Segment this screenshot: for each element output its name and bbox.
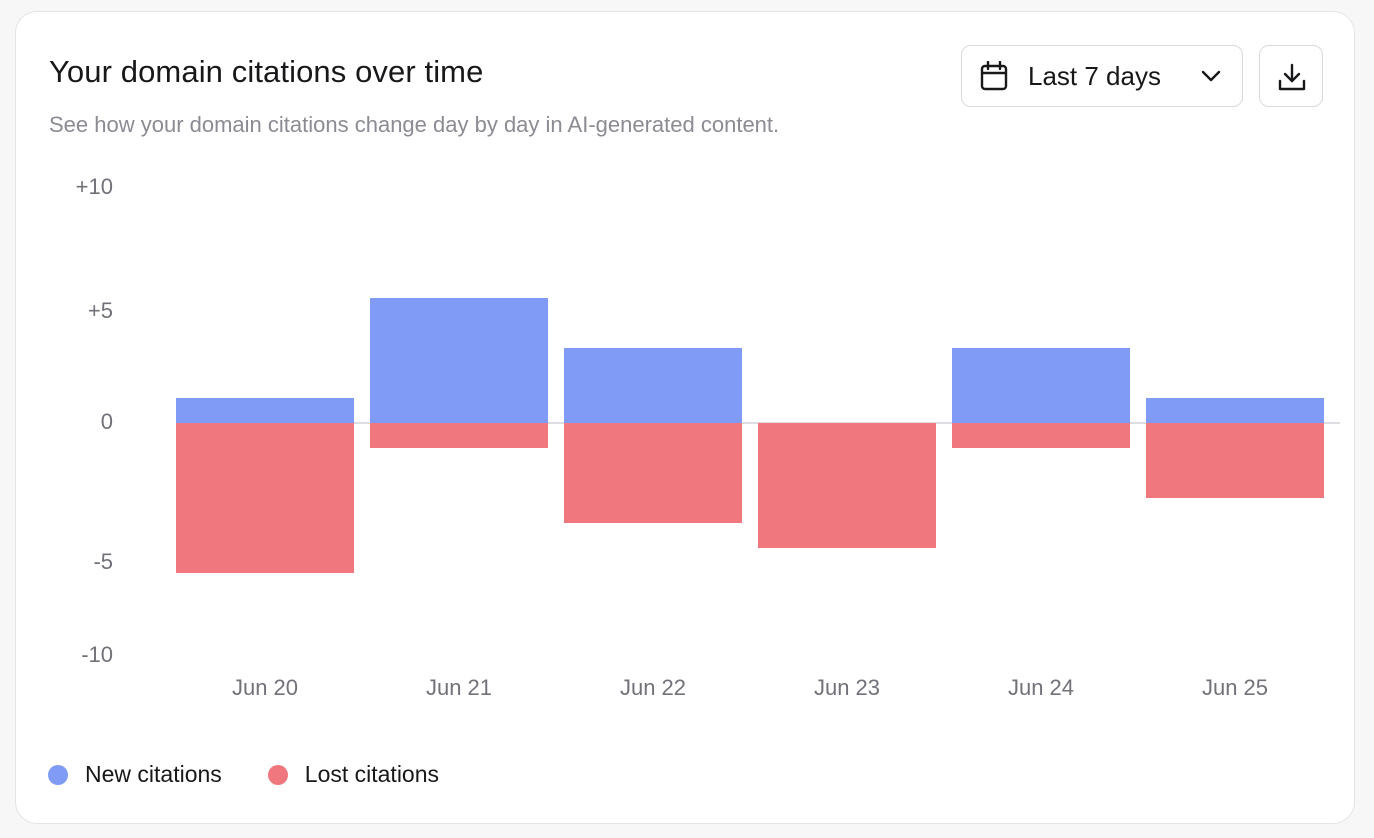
card-title: Your domain citations over time [49, 54, 484, 89]
bar-lost-citations [1146, 423, 1324, 498]
legend-dot-lost [267, 764, 288, 785]
legend-label-lost: Lost citations [304, 761, 440, 787]
date-range-label: Last 7 days [1028, 61, 1161, 91]
bar-lost-citations [564, 423, 742, 523]
y-tick-label: 0 [101, 409, 113, 434]
x-tick-label: Jun 23 [814, 675, 880, 700]
download-icon [1278, 63, 1306, 91]
bar-new-citations [952, 348, 1130, 423]
citations-bar-chart: +10 +5 0 -5 -10 Jun 20 Jun 21 Jun 22 Jun 23 Jun 2… [76, 174, 1340, 700]
bar-lost-citations [370, 423, 548, 448]
bar-lost-citations [758, 423, 936, 548]
y-tick-label: -5 [93, 549, 113, 574]
x-tick-label: Jun 21 [426, 675, 492, 700]
download-button[interactable] [1259, 45, 1323, 107]
bar-lost-citations [952, 423, 1130, 448]
legend-dot-new [48, 764, 68, 785]
bar-new-citations [1146, 398, 1324, 423]
bar-new-citations [176, 398, 354, 423]
y-tick-label: -10 [81, 642, 113, 667]
legend-label-new: New citations [85, 761, 222, 787]
x-tick-label: Jun 20 [232, 675, 298, 700]
y-tick-label: +10 [76, 174, 113, 199]
legend-item-new: New citations [48, 761, 222, 788]
x-tick-label: Jun 24 [1008, 675, 1074, 700]
chart-legend: New citations Lost citations [48, 761, 485, 788]
bar-lost-citations [176, 423, 354, 573]
legend-item-lost: Lost citations [267, 761, 440, 788]
chevron-down-icon [1201, 70, 1221, 82]
card-subtitle: See how your domain citations change day… [49, 112, 780, 137]
bar-new-citations [564, 348, 742, 423]
y-tick-label: +5 [88, 298, 113, 323]
bar-new-citations [370, 298, 548, 423]
x-tick-label: Jun 25 [1202, 675, 1268, 700]
calendar-icon [980, 61, 1008, 91]
date-range-dropdown[interactable]: Last 7 days [961, 45, 1243, 107]
citations-card: Your domain citations over time See how … [15, 11, 1355, 824]
x-tick-label: Jun 22 [620, 675, 686, 700]
